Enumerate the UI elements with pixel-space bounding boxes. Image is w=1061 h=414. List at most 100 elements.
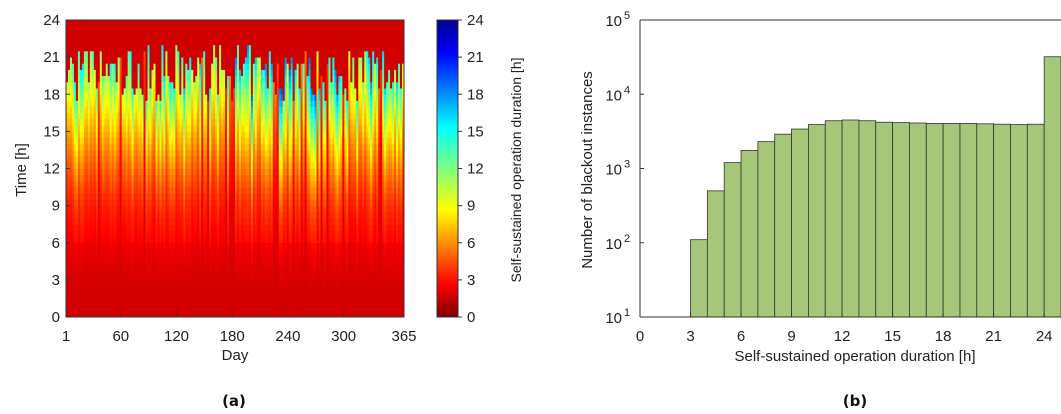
heatmap-cell: [157, 205, 160, 213]
heatmap-cell: [113, 248, 117, 256]
heatmap-cell: [153, 156, 156, 163]
heatmap-cell: [67, 20, 71, 27]
heatmap-cell: [107, 38, 111, 46]
heatmap-cell: [137, 298, 140, 306]
heatmap-cell: [67, 236, 71, 244]
heatmap-cell: [181, 50, 184, 58]
heatmap-cell: [167, 230, 170, 237]
heatmap-cell: [127, 298, 131, 306]
heatmap-cell: [221, 267, 224, 275]
heatmap-cell: [221, 248, 224, 256]
heatmap-cell: [91, 292, 95, 299]
heatmap-cell: [199, 242, 202, 250]
heatmap-cell: [95, 193, 99, 200]
heatmap-cell: [123, 279, 127, 287]
heatmap-cell: [103, 298, 107, 306]
heatmap-cell: [155, 69, 158, 77]
heatmap-cell: [217, 168, 220, 176]
heatmap-cell: [81, 248, 85, 256]
heatmap-cell: [199, 162, 202, 169]
heatmap-cell: [81, 298, 85, 306]
heatmap-cell: [203, 32, 206, 39]
heatmap-cell: [173, 131, 176, 138]
heatmap-cell: [99, 211, 103, 219]
heatmap-cell: [85, 187, 89, 194]
heatmap-cell: [67, 112, 71, 120]
heatmap-cell: [201, 218, 204, 225]
heatmap-cell: [109, 38, 113, 46]
heatmap-cell: [107, 162, 111, 169]
heatmap-cell: [75, 143, 79, 151]
heatmap-cell: [171, 106, 174, 114]
heatmap-cell: [167, 199, 170, 207]
heatmap-cell: [89, 88, 93, 95]
heatmap-cell: [191, 261, 194, 268]
heatmap-column: [195, 20, 198, 318]
heatmap-cell: [143, 131, 146, 138]
heatmap-cell: [105, 199, 109, 207]
heatmap-cell: [83, 224, 87, 231]
heatmap-cell: [129, 211, 133, 219]
heatmap-cell: [163, 20, 166, 27]
heatmap-cell: [155, 137, 158, 145]
heatmap-cell: [99, 149, 103, 157]
heatmap-cell: [185, 81, 188, 89]
heatmap-cell: [181, 180, 184, 188]
heatmap-cell: [171, 298, 174, 306]
heatmap-cell: [127, 236, 131, 244]
heatmap-cell: [111, 162, 115, 169]
heatmap-cell: [159, 88, 162, 95]
heatmap-cell: [221, 50, 224, 58]
heatmap-cell: [159, 261, 162, 268]
heatmap-cell: [73, 38, 77, 46]
heatmap-cell: [149, 248, 152, 256]
heatmap-cell: [83, 286, 87, 293]
heatmap-cell: [71, 44, 75, 52]
heatmap-cell: [121, 230, 125, 237]
heatmap-cell: [171, 230, 174, 237]
heatmap-cell: [207, 279, 210, 287]
heatmap-cell: [217, 174, 220, 182]
heatmap-cell: [93, 199, 97, 207]
heatmap-cell: [95, 50, 99, 58]
heatmap-cell: [219, 162, 222, 169]
heatmap-cell: [87, 174, 91, 182]
heatmap-cell: [87, 199, 91, 207]
heatmap-cell: [213, 242, 216, 250]
heatmap-column: [217, 20, 220, 318]
heatmap-cell: [83, 63, 87, 70]
heatmap-cell: [189, 63, 192, 70]
heatmap-cell: [127, 211, 131, 219]
heatmap-cell: [197, 218, 200, 225]
heatmap-cell: [179, 273, 182, 281]
heatmap-cell: [123, 94, 127, 101]
heatmap-cell: [83, 20, 87, 27]
heatmap-cell: [113, 193, 117, 200]
heatmap-cell: [101, 211, 105, 219]
heatmap-cell: [129, 286, 133, 293]
heatmap-cell: [99, 292, 103, 299]
heatmap-cell: [207, 205, 210, 213]
heatmap-cell: [177, 310, 180, 318]
heatmap-cell: [85, 199, 89, 207]
heatmap-cell: [189, 112, 192, 120]
heatmap-cell: [161, 236, 164, 244]
heatmap-cell: [163, 57, 166, 64]
heatmap-cell: [73, 261, 77, 268]
heatmap-cell: [115, 162, 119, 169]
heatmap-cell: [147, 248, 150, 256]
heatmap-cell: [197, 286, 200, 293]
heatmap-cell: [183, 193, 186, 200]
heatmap-cell: [203, 125, 206, 132]
heatmap-cell: [179, 193, 182, 200]
heatmap-cell: [209, 149, 212, 157]
heatmap-cell: [85, 211, 89, 219]
heatmap-cell: [69, 131, 73, 138]
heatmap-cell: [155, 248, 158, 256]
heatmap-cell: [119, 38, 123, 46]
heatmap-cell: [223, 81, 226, 89]
heatmap-cell: [215, 298, 218, 306]
heatmap-column: [191, 20, 194, 318]
heatmap-cell: [137, 230, 140, 237]
heatmap-cell: [195, 292, 198, 299]
